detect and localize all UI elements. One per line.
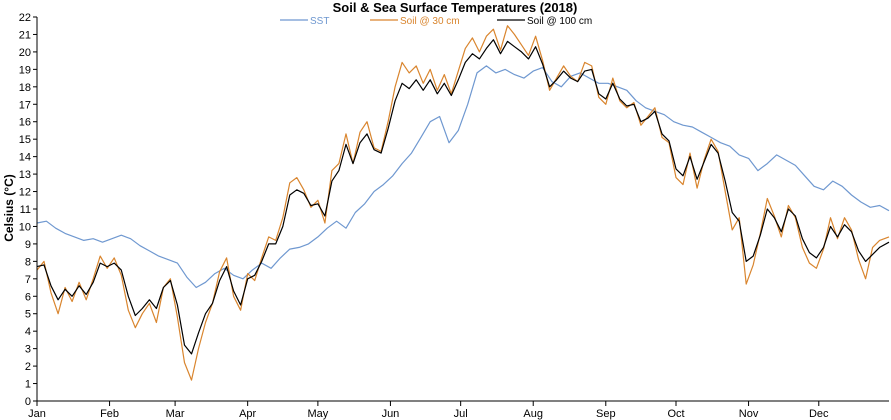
y-tick-label: 6: [25, 291, 31, 303]
x-tick-label: May: [307, 408, 328, 420]
y-tick-label: 20: [19, 47, 31, 59]
x-tick-label: Oct: [667, 408, 684, 420]
y-axis-label: Celsius (°C): [2, 174, 16, 241]
y-tick-label: 13: [19, 169, 31, 181]
series-line-2: [36, 39, 890, 355]
y-tick-label: 17: [19, 99, 31, 111]
x-tick-label: Nov: [739, 408, 759, 420]
y-tick-label: 21: [19, 29, 31, 41]
y-tick-label: 9: [25, 239, 31, 251]
y-tick-label: 1: [25, 379, 31, 391]
y-tick-label: 15: [19, 134, 31, 146]
x-tick-label: Jun: [382, 408, 400, 420]
x-tick-label: Aug: [523, 408, 543, 420]
y-tick-label: 7: [25, 274, 31, 286]
y-tick-label: 0: [25, 396, 31, 408]
series-layer: [36, 25, 890, 381]
x-axis: Jan Feb Mar Apr May Jun Jul Aug Sep Oct Nov Dec: [28, 401, 829, 420]
y-tick-label: 11: [20, 204, 31, 216]
y-tick-label: 19: [19, 64, 31, 76]
series-line-1: [36, 25, 890, 381]
y-tick-label: 22: [19, 12, 31, 24]
legend: SST Soil @ 30 cm Soil @ 100 cm: [280, 16, 592, 27]
x-tick-label: Feb: [100, 408, 119, 420]
y-tick-label: 8: [25, 256, 31, 268]
legend-label-0: SST: [310, 16, 329, 27]
y-tick-label: 2: [25, 361, 31, 373]
x-tick-label: Jul: [454, 408, 468, 420]
y-tick-label: 10: [19, 221, 31, 233]
legend-label-1: Soil @ 30 cm: [400, 16, 460, 27]
x-tick-label: Dec: [809, 408, 829, 420]
legend-label-2: Soil @ 100 cm: [527, 16, 592, 27]
series-line-0: [36, 65, 890, 289]
y-tick-label: 12: [19, 187, 31, 199]
x-tick-label: Sep: [596, 408, 616, 420]
chart-title: Soil & Sea Surface Temperatures (2018): [333, 0, 578, 15]
y-tick-label: 18: [19, 82, 31, 94]
x-tick-label: Jan: [28, 408, 46, 420]
x-tick-label: Apr: [239, 408, 256, 420]
y-tick-label: 16: [19, 117, 31, 129]
y-tick-label: 4: [25, 326, 31, 338]
y-tick-label: 3: [25, 344, 31, 356]
y-tick-label: 14: [19, 152, 31, 164]
x-tick-label: Mar: [166, 408, 185, 420]
y-tick-label: 5: [25, 309, 31, 321]
